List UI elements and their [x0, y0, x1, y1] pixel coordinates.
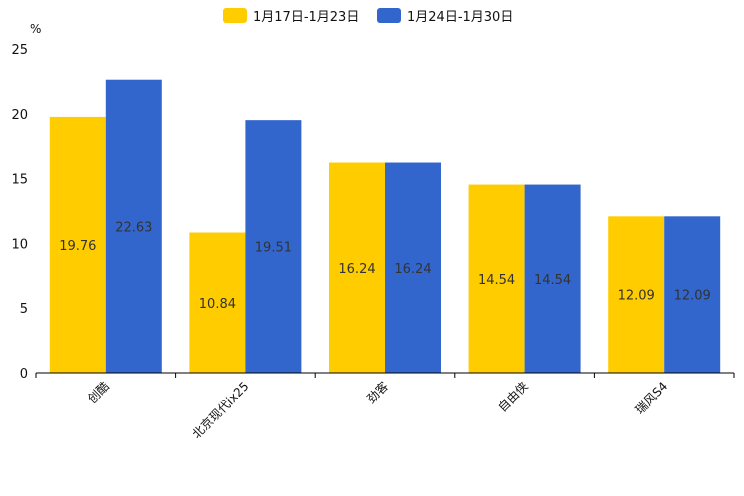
data-label-series-1-5: 12.09: [618, 289, 655, 304]
y-tick-label: 10: [11, 237, 28, 252]
x-category-label: 劲客: [364, 379, 392, 407]
y-tick-label: 20: [11, 108, 28, 123]
y-tick-label: 5: [20, 302, 28, 317]
bars: [49, 79, 721, 374]
bar-series-1-4[interactable]: [468, 184, 525, 373]
y-axis: 0 5 10 15 20 25: [11, 43, 28, 382]
data-label-series-1-4: 14.54: [478, 273, 515, 288]
data-labels: 19.76 10.84 16.24 14.54 12.09 22.63 19.51 16.24…: [59, 220, 711, 311]
bar-series-2-2[interactable]: [245, 120, 302, 374]
legend-label-series-1[interactable]: 1月17日-1月23日: [253, 10, 359, 25]
bar-series-2-1[interactable]: [105, 79, 162, 373]
x-category-label: 创酷: [85, 379, 112, 406]
bar-series-1-1[interactable]: [49, 116, 106, 373]
data-label-series-1-3: 16.24: [338, 262, 375, 277]
x-category-label: 瑞风S4: [633, 379, 671, 417]
x-category-label: 北京现代ix25: [189, 379, 251, 441]
legend: 1月17日-1月23日 1月24日-1月30日: [223, 8, 513, 25]
y-tick-label: 0: [20, 367, 28, 382]
data-label-series-2-4: 14.54: [534, 273, 571, 288]
data-label-series-1-1: 19.76: [59, 239, 96, 254]
bar-series-2-5[interactable]: [664, 216, 721, 373]
legend-swatch-series-1[interactable]: [223, 8, 247, 23]
x-axis: 创酷 北京现代ix25 劲客 自由侠 瑞风S4: [35, 373, 735, 441]
data-label-series-1-2: 10.84: [199, 297, 236, 312]
data-label-series-2-2: 19.51: [255, 241, 292, 256]
bar-series-1-5[interactable]: [608, 216, 665, 373]
x-category-label: 自由侠: [495, 379, 530, 414]
data-label-series-2-3: 16.24: [394, 262, 431, 277]
bar-series-2-3[interactable]: [385, 162, 441, 373]
legend-label-series-2[interactable]: 1月24日-1月30日: [407, 10, 513, 25]
bar-series-2-4[interactable]: [524, 184, 581, 373]
data-label-series-2-5: 12.09: [674, 289, 711, 304]
data-label-series-2-1: 22.63: [115, 220, 152, 235]
bar-series-1-3[interactable]: [329, 162, 385, 373]
y-tick-label: 15: [11, 173, 28, 188]
y-axis-unit-label: %: [30, 22, 41, 36]
y-tick-label: 25: [11, 43, 28, 58]
legend-swatch-series-2[interactable]: [377, 8, 401, 23]
bar-series-1-2[interactable]: [189, 232, 246, 373]
